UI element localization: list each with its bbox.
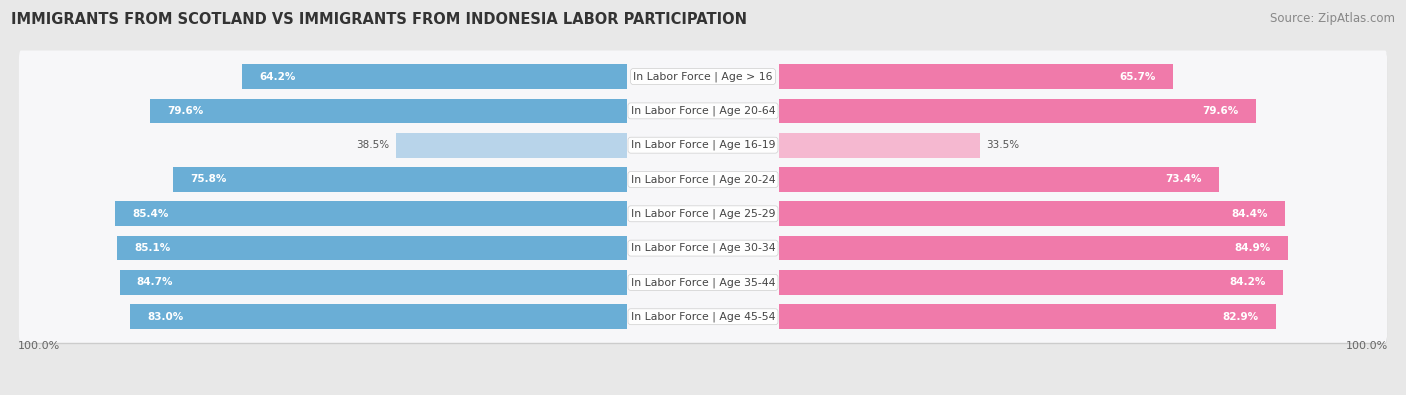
- Text: 84.7%: 84.7%: [136, 277, 173, 288]
- Text: 82.9%: 82.9%: [1222, 312, 1258, 322]
- Text: 79.6%: 79.6%: [1202, 106, 1239, 116]
- Bar: [779, 133, 980, 158]
- Text: 100.0%: 100.0%: [1347, 341, 1389, 352]
- Text: 84.2%: 84.2%: [1230, 277, 1267, 288]
- Text: 79.6%: 79.6%: [167, 106, 204, 116]
- Bar: [129, 305, 627, 329]
- Text: IMMIGRANTS FROM SCOTLAND VS IMMIGRANTS FROM INDONESIA LABOR PARTICIPATION: IMMIGRANTS FROM SCOTLAND VS IMMIGRANTS F…: [11, 12, 747, 27]
- FancyBboxPatch shape: [18, 188, 1388, 240]
- Bar: [779, 236, 1288, 260]
- Text: Source: ZipAtlas.com: Source: ZipAtlas.com: [1270, 12, 1395, 25]
- FancyBboxPatch shape: [18, 291, 1388, 343]
- Text: 65.7%: 65.7%: [1119, 71, 1156, 81]
- Text: 100.0%: 100.0%: [17, 341, 59, 352]
- FancyBboxPatch shape: [21, 155, 1388, 207]
- Text: 33.5%: 33.5%: [987, 140, 1019, 150]
- FancyBboxPatch shape: [21, 258, 1388, 310]
- Bar: [779, 201, 1285, 226]
- Text: In Labor Force | Age 30-34: In Labor Force | Age 30-34: [631, 243, 775, 253]
- FancyBboxPatch shape: [18, 51, 1388, 103]
- Bar: [779, 270, 1284, 295]
- FancyBboxPatch shape: [18, 119, 1388, 171]
- Text: In Labor Force | Age 20-64: In Labor Force | Age 20-64: [631, 105, 775, 116]
- Text: 84.4%: 84.4%: [1230, 209, 1267, 219]
- FancyBboxPatch shape: [21, 52, 1388, 104]
- FancyBboxPatch shape: [21, 120, 1388, 173]
- FancyBboxPatch shape: [18, 256, 1388, 308]
- Text: In Labor Force | Age 35-44: In Labor Force | Age 35-44: [631, 277, 775, 288]
- Bar: [396, 133, 627, 158]
- Text: 85.4%: 85.4%: [132, 209, 169, 219]
- Text: In Labor Force | Age 20-24: In Labor Force | Age 20-24: [631, 174, 775, 185]
- Text: In Labor Force | Age 45-54: In Labor Force | Age 45-54: [631, 312, 775, 322]
- Text: 84.9%: 84.9%: [1234, 243, 1271, 253]
- Bar: [779, 167, 1219, 192]
- FancyBboxPatch shape: [21, 292, 1388, 344]
- Legend: Immigrants from Scotland, Immigrants from Indonesia: Immigrants from Scotland, Immigrants fro…: [505, 391, 901, 395]
- Bar: [150, 98, 627, 123]
- Text: In Labor Force | Age 16-19: In Labor Force | Age 16-19: [631, 140, 775, 150]
- Bar: [115, 201, 627, 226]
- Bar: [242, 64, 627, 89]
- FancyBboxPatch shape: [21, 224, 1388, 276]
- Text: 73.4%: 73.4%: [1166, 175, 1202, 184]
- Bar: [779, 64, 1173, 89]
- Bar: [173, 167, 627, 192]
- Text: 64.2%: 64.2%: [260, 71, 297, 81]
- Bar: [120, 270, 627, 295]
- Bar: [117, 236, 627, 260]
- Bar: [779, 98, 1256, 123]
- Text: 38.5%: 38.5%: [357, 140, 389, 150]
- Text: In Labor Force | Age 25-29: In Labor Force | Age 25-29: [631, 209, 775, 219]
- Bar: [779, 305, 1275, 329]
- Text: 85.1%: 85.1%: [135, 243, 170, 253]
- FancyBboxPatch shape: [18, 153, 1388, 205]
- Text: 83.0%: 83.0%: [148, 312, 183, 322]
- FancyBboxPatch shape: [18, 222, 1388, 274]
- Text: In Labor Force | Age > 16: In Labor Force | Age > 16: [633, 71, 773, 82]
- FancyBboxPatch shape: [18, 85, 1388, 137]
- FancyBboxPatch shape: [21, 86, 1388, 138]
- FancyBboxPatch shape: [21, 189, 1388, 241]
- Text: 75.8%: 75.8%: [190, 175, 226, 184]
